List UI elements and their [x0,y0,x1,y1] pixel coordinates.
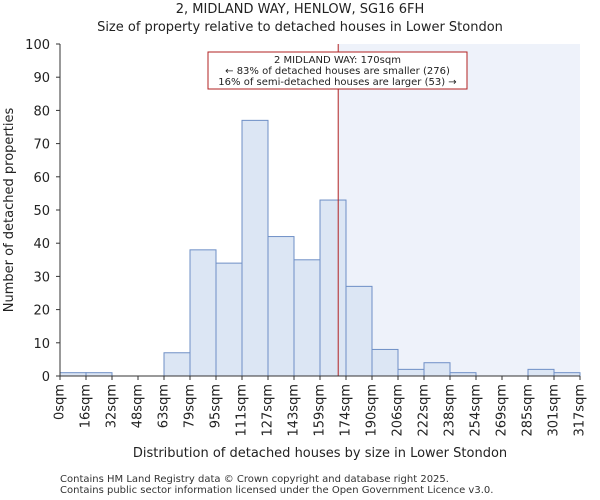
footer-copyright: Contains HM Land Registry data © Crown c… [60,474,449,485]
y-tick-label: 0 [42,370,50,385]
y-tick-label: 50 [33,204,50,219]
x-tick-label: 285sqm [521,384,536,437]
y-tick-label: 60 [33,171,50,186]
y-tick-label: 90 [33,71,50,86]
y-tick-label: 80 [33,104,50,119]
bar-159sqm [319,199,347,377]
bar-190sqm [371,348,399,377]
bar-174sqm [345,285,373,377]
x-tick-label: 63sqm [157,384,172,428]
y-tick-label: 40 [33,237,50,252]
x-tick-label: 222sqm [417,384,432,437]
bar-79sqm [189,249,217,377]
x-tick-label: 79sqm [183,384,198,428]
x-tick-label: 32sqm [105,384,120,428]
y-axis-title: Number of detached properties [2,108,17,313]
bar-285sqm [527,368,555,377]
x-tick-label: 16sqm [79,384,94,428]
footer-licence: Contains public sector information licen… [60,485,494,496]
x-tick-label: 127sqm [261,384,276,437]
x-axis-title: Distribution of detached houses by size … [133,446,507,461]
y-tick-label: 20 [33,304,50,319]
annotation-line-3: 16% of semi-detached houses are larger (… [218,77,456,88]
x-tick-label: 206sqm [391,384,406,437]
larger-region-shade [338,44,580,376]
x-tick-label: 317sqm [573,384,588,437]
x-tick-label: 254sqm [469,384,484,437]
y-tick-label: 100 [25,38,50,53]
x-tick-label: 48sqm [131,384,146,428]
x-tick-label: 159sqm [313,384,328,437]
y-tick-label: 30 [33,270,50,285]
x-tick-label: 111sqm [235,384,250,437]
x-tick-label: 143sqm [287,384,302,437]
annotation-line-1: 2 MIDLAND WAY: 170sqm [274,55,401,66]
chart-subtitle: Size of property relative to detached ho… [97,20,503,35]
bar-111sqm [241,119,269,377]
chart-title: 2, MIDLAND WAY, HENLOW, SG16 6FH [175,2,425,17]
bar-222sqm [423,362,451,377]
bar-95sqm [215,262,243,377]
bar-206sqm [397,368,425,377]
y-tick-label: 70 [33,138,50,153]
x-tick-label: 95sqm [209,384,224,428]
x-tick-label: 190sqm [365,384,380,437]
bar-63sqm [163,352,191,377]
annotation-box [207,51,468,90]
x-tick-label: 301sqm [547,384,562,437]
x-tick-label: 269sqm [495,384,510,437]
x-tick-label: 0sqm [53,384,68,420]
x-tick-label: 174sqm [339,384,354,437]
bar-143sqm [293,259,321,377]
y-tick-label: 10 [33,337,50,352]
bar-127sqm [267,236,295,377]
annotation-line-2: ← 83% of detached houses are smaller (27… [225,66,450,77]
x-tick-label: 238sqm [443,384,458,437]
